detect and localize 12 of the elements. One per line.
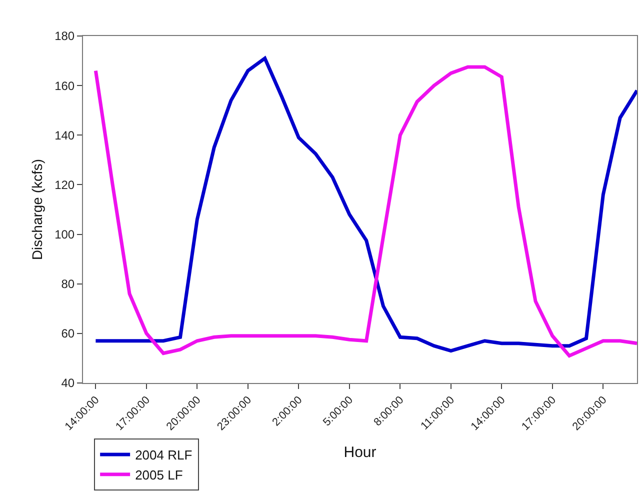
y-tick-label: 100 [54,227,75,242]
legend-label: 2005 LF [135,467,183,482]
y-tick-label: 160 [54,78,75,93]
y-tick-label: 140 [54,128,75,142]
y-tick-label: 80 [61,277,75,292]
legend-label: 2004 RLF [135,448,192,463]
y-tick-label: 40 [61,376,75,390]
y-tick-label: 60 [61,326,75,341]
x-axis-title: Hour [344,444,376,461]
y-tick-label: 180 [54,29,75,44]
y-axis-title: Discharge (kcfs) [29,158,46,260]
y-tick-label: 120 [54,178,75,192]
